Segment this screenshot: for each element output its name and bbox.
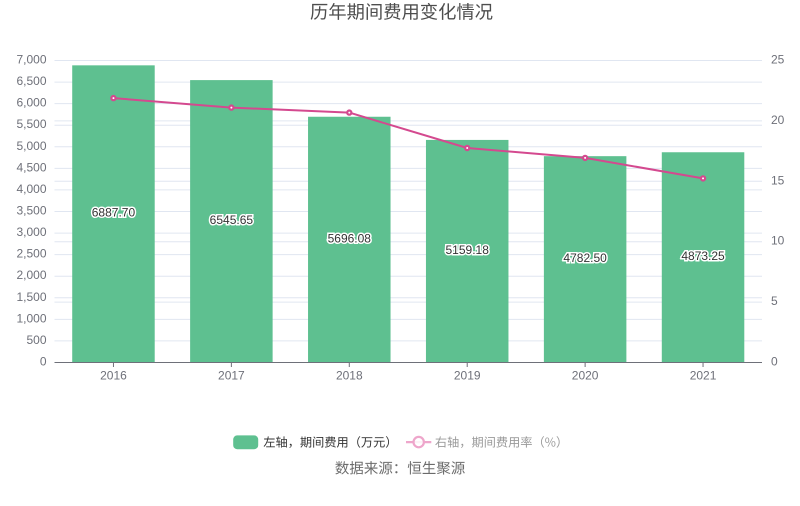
- svg-text:7,000: 7,000: [16, 53, 46, 67]
- svg-text:2,500: 2,500: [16, 247, 46, 261]
- svg-text:2019: 2019: [454, 369, 481, 383]
- svg-text:1,000: 1,000: [16, 311, 46, 325]
- svg-text:2,000: 2,000: [16, 268, 46, 282]
- svg-text:1,500: 1,500: [16, 290, 46, 304]
- svg-text:25: 25: [771, 53, 785, 67]
- svg-text:5,500: 5,500: [16, 117, 46, 131]
- svg-text:15: 15: [771, 173, 785, 187]
- svg-text:3,500: 3,500: [16, 204, 46, 218]
- svg-text:4,500: 4,500: [16, 160, 46, 174]
- svg-text:2018: 2018: [336, 369, 363, 383]
- svg-text:6,500: 6,500: [16, 74, 46, 88]
- svg-text:10: 10: [771, 234, 785, 248]
- svg-text:2021: 2021: [690, 369, 717, 383]
- svg-text:3,000: 3,000: [16, 225, 46, 239]
- svg-text:4873.25: 4873.25: [681, 249, 725, 263]
- svg-text:4782.50: 4782.50: [563, 251, 607, 265]
- svg-text:0: 0: [40, 355, 47, 369]
- svg-text:6545.65: 6545.65: [210, 213, 254, 227]
- svg-text:5159.18: 5159.18: [446, 243, 490, 257]
- svg-text:2016: 2016: [100, 369, 127, 383]
- svg-text:500: 500: [26, 333, 46, 347]
- svg-text:0: 0: [771, 355, 778, 369]
- svg-text:2020: 2020: [572, 369, 599, 383]
- svg-text:20: 20: [771, 113, 785, 127]
- svg-text:4,000: 4,000: [16, 182, 46, 196]
- svg-text:6887.70: 6887.70: [92, 206, 136, 220]
- svg-text:5696.08: 5696.08: [328, 231, 372, 245]
- svg-text:2017: 2017: [218, 369, 245, 383]
- svg-text:5: 5: [771, 294, 778, 308]
- svg-text:5,000: 5,000: [16, 139, 46, 153]
- svg-text:6,000: 6,000: [16, 96, 46, 110]
